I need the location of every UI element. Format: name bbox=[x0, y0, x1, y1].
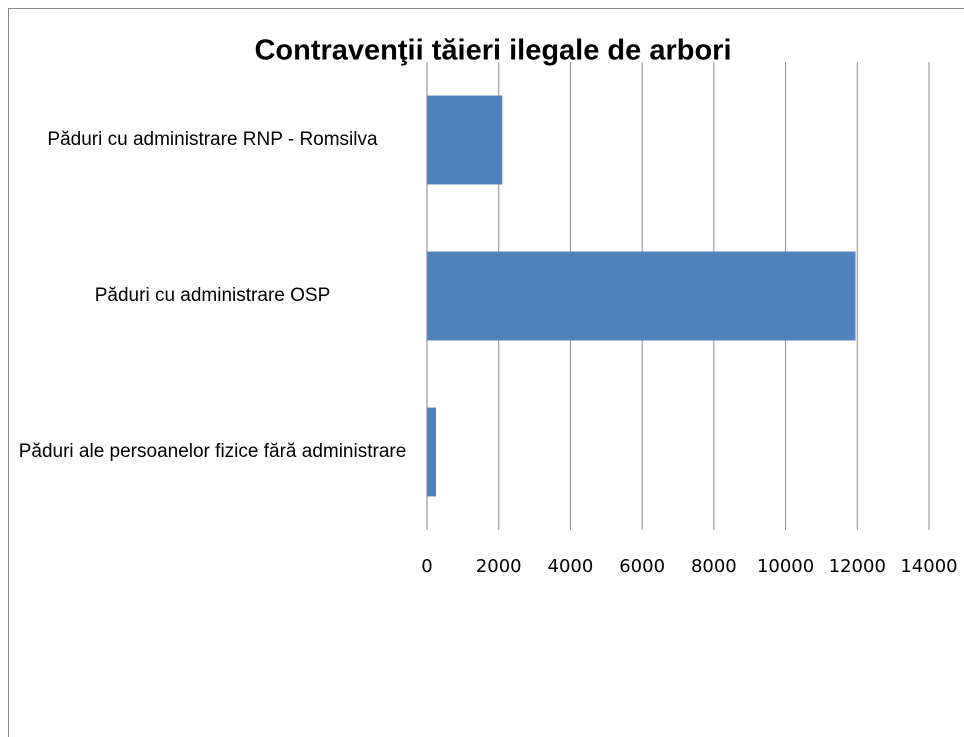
bar bbox=[427, 407, 436, 497]
x-tick-label: 6000 bbox=[619, 556, 665, 577]
x-tick-label: 4000 bbox=[548, 556, 594, 577]
x-tick-label: 14000 bbox=[900, 556, 957, 577]
y-tick-label: Păduri cu administrare RNP - Romsilva bbox=[47, 129, 378, 150]
x-tick-label: 10000 bbox=[757, 556, 814, 577]
x-tick-label: 0 bbox=[421, 556, 432, 577]
x-tick-label: 8000 bbox=[691, 556, 737, 577]
y-tick-label: Păduri cu administrare OSP bbox=[94, 285, 331, 306]
x-tick-label: 12000 bbox=[829, 556, 886, 577]
x-tick-label: 2000 bbox=[476, 556, 522, 577]
chart-frame bbox=[8, 8, 964, 737]
bar bbox=[427, 95, 503, 185]
y-tick-label: Păduri ale persoanelor fizice fără admin… bbox=[18, 441, 407, 462]
chart-title: Contravenţii tăieri ilegale de arbori bbox=[254, 35, 731, 67]
bar bbox=[427, 251, 856, 341]
